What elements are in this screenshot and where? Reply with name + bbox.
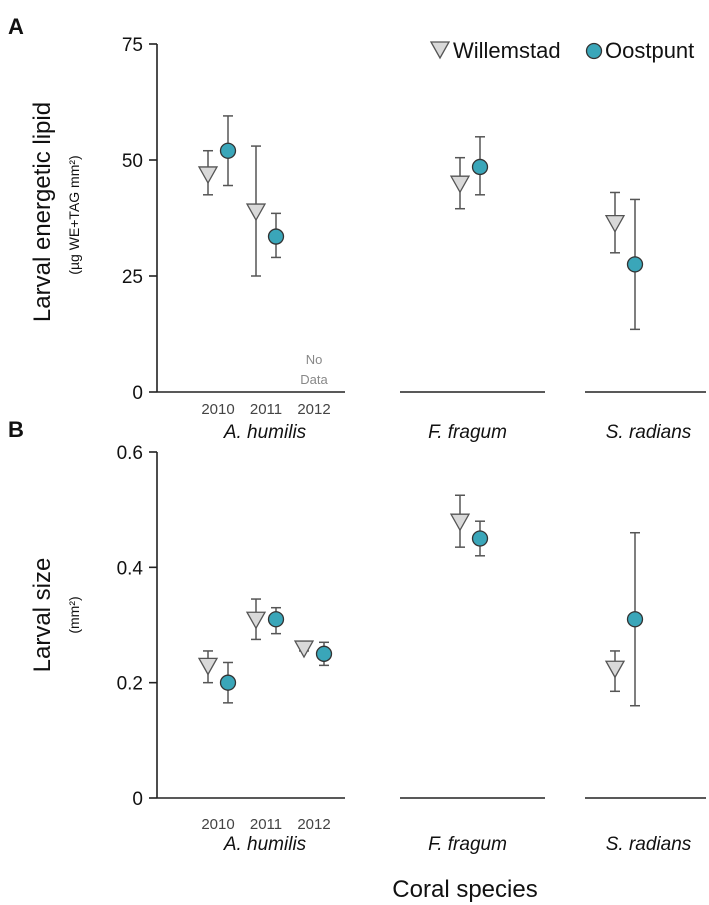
y-tick-label-b: 0.6 <box>117 443 143 464</box>
data-point-willemstad <box>245 203 267 222</box>
data-point-willemstad <box>604 214 626 233</box>
group-label-a: S. radians <box>606 422 692 443</box>
panel-label-b: B <box>8 417 24 442</box>
panel-label-a: A <box>8 14 24 39</box>
x-tick-label-b: 2011 <box>250 816 282 833</box>
y-tick-label-b: 0.4 <box>117 558 144 579</box>
y-tick-label-b: 0 <box>132 789 143 810</box>
legend-label-willemstad: Willemstad <box>453 38 561 63</box>
y-tick-label-a: 25 <box>122 267 143 288</box>
y-tick-label-a: 50 <box>122 151 143 172</box>
data-point-willemstad <box>604 660 626 679</box>
group-label-b: S. radians <box>606 834 692 855</box>
data-point-willemstad <box>197 166 219 185</box>
x-tick-label-a: 2011 <box>250 401 282 418</box>
no-data-annotation: Data <box>300 372 328 387</box>
group-label-a: A. humilis <box>223 422 307 443</box>
x-tick-label-b: 2010 <box>201 816 234 833</box>
data-point-oostpunt <box>315 645 333 662</box>
data-point-oostpunt <box>471 158 489 176</box>
data-point-oostpunt <box>219 674 237 691</box>
y-axis-label-b: Larval size <box>29 558 56 673</box>
data-point-oostpunt <box>267 228 285 245</box>
y-tick-label-a: 75 <box>122 35 143 56</box>
x-tick-label-a: 2010 <box>201 401 234 418</box>
legend-marker-willemstad <box>429 41 451 60</box>
x-tick-label-b: 2012 <box>297 816 330 833</box>
group-label-b: F. fragum <box>428 834 507 855</box>
x-tick-label-a: 2012 <box>297 401 330 418</box>
y-axis-sublabel-a: (µg WE+TAG mm²) <box>66 155 82 274</box>
legend-label-oostpunt: Oostpunt <box>605 38 694 63</box>
y-axis-sublabel-b: (mm²) <box>66 596 82 633</box>
data-point-oostpunt <box>626 256 644 273</box>
x-axis-label: Coral species <box>392 876 537 903</box>
y-tick-label-a: 0 <box>132 383 143 404</box>
y-axis-label-a: Larval energetic lipid <box>29 102 56 322</box>
data-point-oostpunt <box>471 530 489 547</box>
data-point-willemstad <box>197 657 219 676</box>
data-point-oostpunt <box>626 611 644 628</box>
data-point-oostpunt <box>267 611 285 628</box>
group-label-a: F. fragum <box>428 422 507 443</box>
no-data-annotation: No <box>306 352 323 367</box>
data-point-oostpunt <box>219 142 237 159</box>
data-point-willemstad <box>245 611 267 630</box>
group-label-b: A. humilis <box>223 834 307 855</box>
y-tick-label-b: 0.2 <box>117 674 143 695</box>
legend: Willemstad Oostpunt <box>429 38 694 63</box>
data-point-willemstad <box>293 640 315 659</box>
data-point-willemstad <box>449 513 471 532</box>
legend-marker-oostpunt <box>585 42 603 60</box>
data-point-willemstad <box>449 175 471 194</box>
